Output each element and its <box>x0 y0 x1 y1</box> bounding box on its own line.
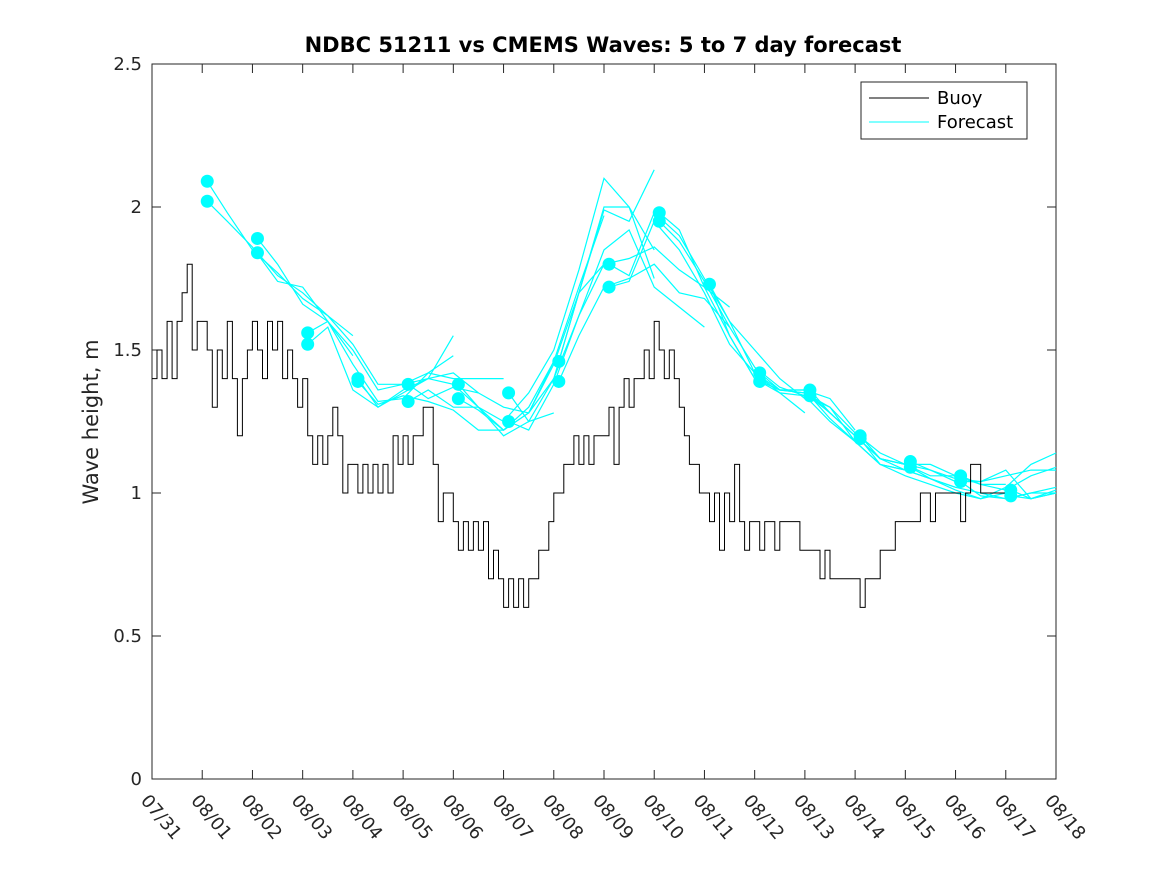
forecast-marker <box>502 386 516 400</box>
forecast-marker <box>753 374 767 388</box>
forecast-marker <box>502 415 516 428</box>
forecast-line <box>508 228 705 431</box>
legend-buoy-label: Buoy <box>937 88 983 109</box>
forecast-marker <box>401 394 415 408</box>
forecast-marker <box>954 475 968 489</box>
forecast-marker <box>652 214 666 228</box>
forecast-markers <box>200 174 1018 503</box>
chart-title: NDBC 51211 vs CMEMS Waves: 5 to 7 day fo… <box>305 33 902 57</box>
forecast-marker <box>602 280 616 294</box>
forecast-line <box>407 263 605 414</box>
plot-area <box>151 63 1057 780</box>
y-tick-label: 0 <box>131 769 142 790</box>
forecast-line <box>558 263 731 382</box>
y-tick-label: 0.5 <box>113 626 142 647</box>
forecast-line <box>357 361 555 431</box>
forecast-marker <box>702 277 716 291</box>
forecast-marker <box>803 389 817 403</box>
y-tick-label: 2.5 <box>113 54 142 75</box>
forecast-marker <box>853 432 867 446</box>
forecast-marker <box>602 257 616 271</box>
forecast-line <box>257 238 454 391</box>
forecast-marker <box>200 174 214 188</box>
forecast-line <box>1010 489 1057 500</box>
forecast-line <box>608 211 806 400</box>
forecast-marker <box>301 337 315 351</box>
forecast-marker <box>1004 489 1018 503</box>
y-tick-label: 2 <box>131 197 142 218</box>
forecast-marker <box>351 374 365 388</box>
forecast-marker <box>451 377 465 391</box>
legend-box <box>860 81 1028 140</box>
y-tick-label: 1.5 <box>113 340 142 361</box>
forecast-marker <box>903 460 917 474</box>
y-axis-label: Wave height, m <box>79 339 103 504</box>
forecast-marker <box>200 194 214 208</box>
forecast-marker <box>552 374 566 388</box>
forecast-marker <box>250 246 264 260</box>
buoy-line <box>152 263 1011 608</box>
forecast-marker <box>401 377 415 391</box>
legend-forecast-label: Forecast <box>937 112 1013 133</box>
legend: Buoy Forecast <box>860 81 1028 140</box>
y-tick-label: 1 <box>131 483 142 504</box>
forecast-marker <box>301 326 315 340</box>
forecast-line <box>457 177 655 423</box>
forecast-marker <box>451 392 465 406</box>
y-axis: 0 0.5 1 1.5 2 2.5 <box>113 54 1056 790</box>
forecast-marker <box>250 231 264 245</box>
forecast-marker <box>552 354 566 368</box>
